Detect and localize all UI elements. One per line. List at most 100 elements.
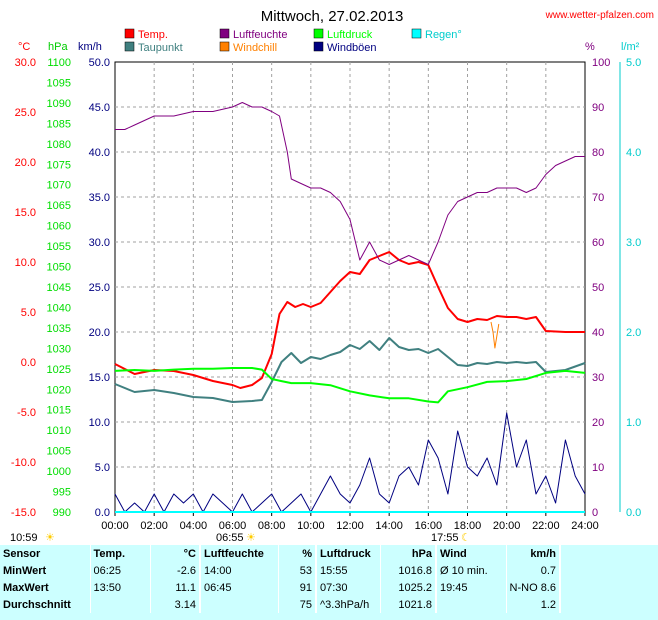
pressure-tick-label: 1075 — [47, 159, 71, 171]
rain-tick-label: 2.0 — [626, 327, 641, 339]
stats-header-cell: Luftfeuchte — [200, 545, 279, 562]
stats-cell: 11.1 — [150, 579, 201, 596]
legend-label-5: Taupunkt — [138, 42, 183, 54]
stats-cell — [90, 596, 151, 613]
stats-cell: MinWert — [0, 562, 91, 579]
x-tick-label: 20:00 — [493, 520, 521, 532]
x-tick-label: 04:00 — [180, 520, 208, 532]
sun-icon: ☀ — [45, 532, 55, 544]
legend-swatch-3 — [313, 28, 324, 39]
pressure-tick-label: 1005 — [47, 446, 71, 458]
stats-cell: 15:55 — [316, 562, 381, 579]
humidity-tick-label: 0 — [592, 507, 598, 519]
stats-cell: 06:45 — [200, 579, 279, 596]
pressure-tick-label: 1080 — [47, 139, 71, 151]
stats-header-cell: Luftdruck — [316, 545, 381, 562]
x-tick-label: 00:00 — [101, 520, 129, 532]
stats-table: Sensor Temp. °C Luftfeuchte% Luftdruck hPa Win… — [0, 545, 561, 613]
humidity-tick-label: 40 — [592, 327, 604, 339]
series-line-1 — [114, 251, 585, 389]
legend-swatch-5 — [124, 41, 135, 52]
stats-body: Sensor Temp. °C Luftfeuchte% Luftdruck hPa Win… — [0, 545, 561, 613]
series-line-3 — [115, 102, 585, 265]
wind-tick-label: 35.0 — [89, 192, 110, 204]
stats-cell: 06:25 — [90, 562, 151, 579]
x-tick-label: 02:00 — [140, 520, 168, 532]
stats-cell: -2.6 — [150, 562, 201, 579]
stats-cell: 53 — [278, 562, 317, 579]
pressure-tick-label: 995 — [53, 487, 71, 499]
wind-tick-label: 5.0 — [95, 462, 110, 474]
sun-icon: ☾ — [461, 532, 471, 544]
stats-header-row: Sensor Temp. °C Luftfeuchte% Luftdruck hPa Win… — [0, 545, 561, 562]
x-tick-label: 10:00 — [297, 520, 325, 532]
legend-label-2: Luftfeuchte — [233, 29, 287, 41]
temp-axis-unit: °C — [18, 41, 30, 53]
series-line-2 — [114, 337, 586, 403]
stats-cell: 19:45 — [436, 579, 507, 596]
daylength-label: 10:59 — [10, 532, 38, 544]
pressure-tick-label: 1015 — [47, 405, 71, 417]
stats-cell: 1016.8 — [380, 562, 437, 579]
stats-cell: 75 — [278, 596, 317, 613]
rain-tick-label: 4.0 — [626, 147, 641, 159]
pressure-tick-label: 1065 — [47, 200, 71, 212]
legend-label-4: Regen° — [425, 29, 462, 41]
humidity-tick-label: 60 — [592, 237, 604, 249]
series-line-5 — [490, 321, 500, 349]
humidity-tick-label: 30 — [592, 372, 604, 384]
legend-label-6: Windchill — [233, 42, 277, 54]
sunrise-label: 06:55 — [216, 532, 244, 544]
site-link[interactable]: www.wetter-pfalzen.com — [545, 10, 654, 21]
stats-header-cell: °C — [150, 545, 201, 562]
stats-cell: ^3.3hPa/h — [316, 596, 381, 613]
pressure-tick-label: 1035 — [47, 323, 71, 335]
pressure-tick-label: 1020 — [47, 384, 71, 396]
legend-swatch-6 — [219, 41, 230, 52]
wind-tick-label: 30.0 — [89, 237, 110, 249]
pressure-tick-label: 1055 — [47, 241, 71, 253]
temp-tick-label: 25.0 — [15, 107, 36, 119]
pressure-tick-label: 1030 — [47, 343, 71, 355]
legend-label-7: Windböen — [327, 42, 377, 54]
stats-cell: Ø 10 min. — [436, 562, 507, 579]
rain-axis-unit: l/m² — [621, 41, 640, 53]
wind-tick-label: 20.0 — [89, 327, 110, 339]
wind-tick-label: 40.0 — [89, 147, 110, 159]
pressure-tick-label: 1000 — [47, 466, 71, 478]
grid-lines — [115, 62, 585, 512]
temp-tick-label: -15.0 — [11, 507, 36, 519]
pressure-tick-label: 1040 — [47, 302, 71, 314]
wind-tick-label: 15.0 — [89, 372, 110, 384]
stats-cell: 1025.2 — [380, 579, 437, 596]
x-tick-label: 16:00 — [415, 520, 443, 532]
x-tick-label: 14:00 — [375, 520, 403, 532]
pressure-tick-label: 990 — [53, 507, 71, 519]
legend-swatch-1 — [124, 28, 135, 39]
stats-cell — [436, 596, 507, 613]
sunset-label: 17:55 — [431, 532, 459, 544]
data-series — [114, 102, 586, 513]
temp-tick-label: 20.0 — [15, 157, 36, 169]
stats-cell: 3.14 — [150, 596, 201, 613]
series-line-6 — [114, 412, 586, 513]
pressure-tick-label: 1060 — [47, 221, 71, 233]
humidity-tick-label: 20 — [592, 417, 604, 429]
stats-header-cell: Sensor — [0, 545, 91, 562]
stats-cell: N-NO 8.6 — [506, 579, 561, 596]
legend-swatch-2 — [219, 28, 230, 39]
pressure-tick-label: 1085 — [47, 118, 71, 130]
wind-tick-label: 10.0 — [89, 417, 110, 429]
x-tick-label: 22:00 — [532, 520, 560, 532]
stats-panel: Sensor Temp. °C Luftfeuchte% Luftdruck hPa Win… — [0, 545, 658, 620]
sun-icon: ☀ — [246, 532, 256, 544]
pressure-tick-label: 1025 — [47, 364, 71, 376]
pressure-tick-label: 1100 — [47, 57, 71, 69]
stats-row: MinWert 06:25 -2.6 14:00 53 15:55 1016.8 Ø 10 m… — [0, 562, 561, 579]
series-line-4 — [114, 367, 586, 404]
humidity-tick-label: 90 — [592, 102, 604, 114]
rain-tick-label: 1.0 — [626, 417, 641, 429]
temp-tick-label: -5.0 — [17, 407, 36, 419]
wind-tick-label: 45.0 — [89, 102, 110, 114]
temp-tick-label: 5.0 — [21, 307, 36, 319]
